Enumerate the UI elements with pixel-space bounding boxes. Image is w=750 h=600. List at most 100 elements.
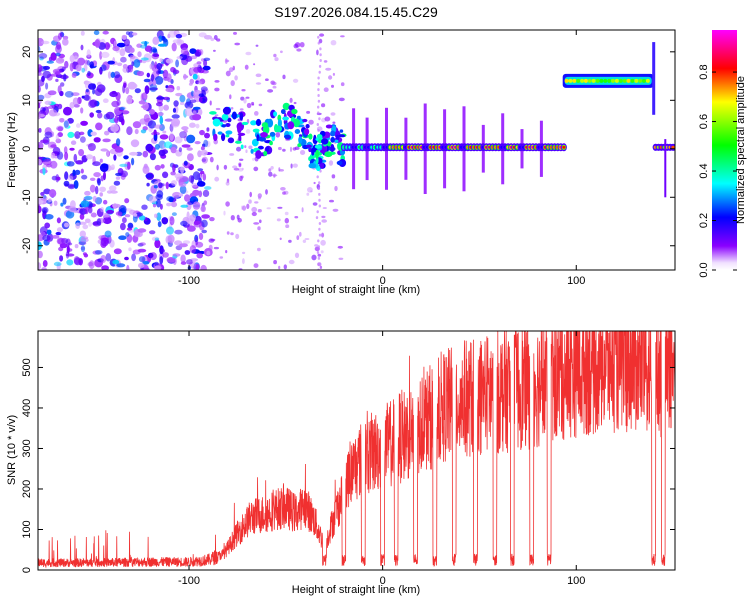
noise-cell: [170, 180, 178, 186]
noise-cell: [100, 175, 104, 182]
x-tick-label: -100: [178, 575, 200, 587]
noise-cell: [330, 112, 336, 116]
track-cell: [221, 113, 229, 121]
noise-cell: [312, 202, 318, 206]
noise-cell: [223, 210, 226, 216]
x-tick-label: 100: [567, 275, 585, 287]
noise-cell: [112, 203, 121, 208]
noise-cell: [105, 111, 115, 120]
noise-cell: [126, 96, 133, 105]
noise-cell: [93, 30, 100, 36]
spectrogram-x-axis-label: Height of straight line (km): [292, 284, 420, 296]
noise-cell: [80, 30, 85, 36]
noise-cell: [201, 156, 208, 164]
noise-cell: [230, 215, 235, 221]
noise-cell: [277, 206, 283, 209]
noise-cell: [44, 214, 54, 220]
noise-cell: [186, 147, 193, 151]
noise-cell: [42, 235, 51, 242]
noise-cell: [325, 67, 332, 71]
noise-cell: [192, 114, 202, 121]
noise-cell: [265, 189, 268, 195]
noise-cell: [59, 255, 64, 262]
noise-cell: [279, 237, 282, 241]
noise-cell: [92, 195, 97, 202]
noise-cell: [133, 59, 141, 68]
noise-cell: [114, 115, 119, 124]
noise-cell: [88, 206, 93, 214]
noise-cell: [38, 94, 45, 100]
noise-cell: [318, 204, 321, 208]
noise-cell: [248, 199, 252, 204]
noise-cell: [90, 131, 97, 136]
noise-cell: [125, 31, 130, 35]
track-cell: [305, 124, 310, 129]
noise-cell: [149, 252, 157, 261]
noise-cell: [175, 59, 180, 68]
noise-cell: [196, 252, 203, 259]
noise-cell: [184, 250, 191, 255]
track-cell: [240, 144, 244, 150]
noise-cell: [306, 192, 310, 196]
noise-cell: [145, 143, 154, 152]
noise-cell: [203, 200, 208, 206]
noise-cell: [118, 235, 127, 240]
noise-cell: [189, 245, 197, 254]
noise-cell: [40, 191, 45, 196]
noise-cell: [225, 181, 230, 186]
track-cell: [308, 133, 313, 140]
noise-cell: [128, 64, 134, 73]
noise-cell: [208, 244, 213, 251]
noise-cell: [154, 164, 161, 171]
noise-cell: [157, 112, 164, 116]
noise-cell: [198, 93, 204, 97]
track-cell: [315, 149, 319, 159]
noise-cell: [38, 53, 48, 59]
noise-cell: [165, 58, 174, 64]
noise-cell: [80, 168, 84, 174]
noise-cell: [153, 185, 158, 189]
noise-cell: [101, 265, 109, 270]
noise-cell: [271, 81, 277, 86]
noise-cell: [340, 82, 345, 87]
noise-cell: [200, 170, 205, 175]
noise-cell: [236, 146, 242, 152]
track-cell: [257, 145, 264, 150]
track-cell: [261, 122, 269, 128]
noise-cell: [164, 118, 173, 122]
tone-cell: [562, 145, 566, 149]
noise-cell: [102, 138, 111, 143]
noise-cell: [320, 250, 324, 254]
noise-cell: [122, 84, 126, 94]
track-cell: [282, 102, 290, 111]
noise-cell: [323, 60, 328, 63]
noise-cell: [294, 42, 301, 48]
y-tick-label: 0: [21, 146, 33, 152]
noise-cell: [197, 168, 204, 172]
noise-cell: [62, 197, 67, 205]
colorbar-gradient: [712, 30, 737, 270]
track-cell: [294, 129, 301, 134]
noise-cell: [83, 94, 90, 101]
track-cell: [265, 146, 270, 152]
noise-cell: [317, 99, 321, 103]
noise-cell: [55, 52, 61, 57]
noise-cell: [132, 121, 142, 129]
noise-cell: [152, 79, 157, 86]
noise-cell: [188, 94, 192, 98]
noise-cell: [102, 212, 110, 219]
noise-cell: [141, 59, 147, 64]
noise-cell: [69, 147, 75, 151]
noise-cell: [192, 189, 200, 196]
noise-cell: [183, 160, 188, 166]
colorbar-tick-label: 0.4: [698, 163, 710, 178]
noise-cell: [189, 48, 197, 54]
noise-cell: [195, 237, 199, 246]
noise-cell: [171, 42, 177, 52]
noise-cell: [180, 47, 189, 55]
noise-cell: [166, 73, 172, 83]
noise-cell: [81, 67, 85, 73]
track-cell: [324, 151, 333, 158]
noise-cell: [200, 146, 205, 151]
noise-cell: [41, 40, 50, 45]
